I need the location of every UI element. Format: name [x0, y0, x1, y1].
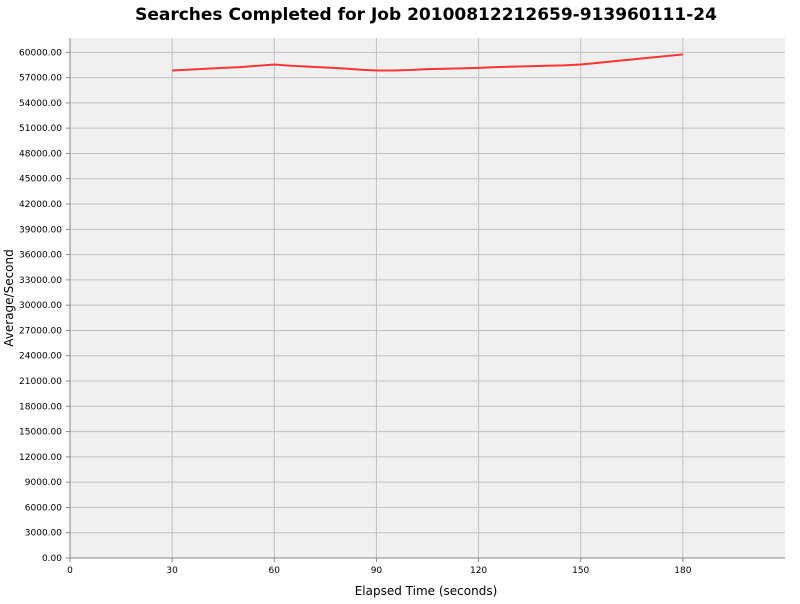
x-tick-label: 180: [674, 566, 691, 576]
plot-area: [70, 38, 785, 558]
x-tick-label: 90: [371, 566, 383, 576]
series-line: [172, 53, 683, 72]
y-tick-label: 51000.00: [19, 124, 62, 134]
y-tick-label: 6000.00: [25, 503, 62, 513]
y-tick-label: 18000.00: [19, 402, 62, 412]
y-tick-label: 45000.00: [19, 175, 62, 185]
y-tick-label: 39000.00: [19, 225, 62, 235]
y-axis-label: Average/Second: [2, 249, 16, 346]
y-tick-label: 9000.00: [25, 478, 62, 488]
y-tick-label: 0.00: [42, 554, 62, 564]
y-tick-label: 54000.00: [19, 99, 62, 109]
y-tick-label: 42000.00: [19, 200, 62, 210]
x-tick-label: 0: [67, 566, 73, 576]
chart-title: Searches Completed for Job 2010081221265…: [135, 5, 717, 25]
y-tick-label: 57000.00: [19, 74, 62, 84]
y-tick-label: 30000.00: [19, 301, 62, 311]
y-tick-label: 12000.00: [19, 453, 62, 463]
x-axis-label: Elapsed Time (seconds): [355, 584, 498, 598]
x-tick-label: 30: [166, 566, 178, 576]
x-tick-label: 150: [572, 566, 589, 576]
y-tick-label: 24000.00: [19, 352, 62, 362]
y-tick-label: 3000.00: [25, 529, 62, 539]
y-tick-label: 27000.00: [19, 326, 62, 336]
x-tick-label: 120: [470, 566, 487, 576]
y-tick-label: 48000.00: [19, 149, 62, 159]
y-tick-label: 33000.00: [19, 276, 62, 286]
y-tick-label: 60000.00: [19, 48, 62, 58]
y-tick-label: 21000.00: [19, 377, 62, 387]
x-tick-label: 60: [269, 566, 281, 576]
y-tick-label: 15000.00: [19, 428, 62, 438]
y-tick-label: 36000.00: [19, 251, 62, 261]
